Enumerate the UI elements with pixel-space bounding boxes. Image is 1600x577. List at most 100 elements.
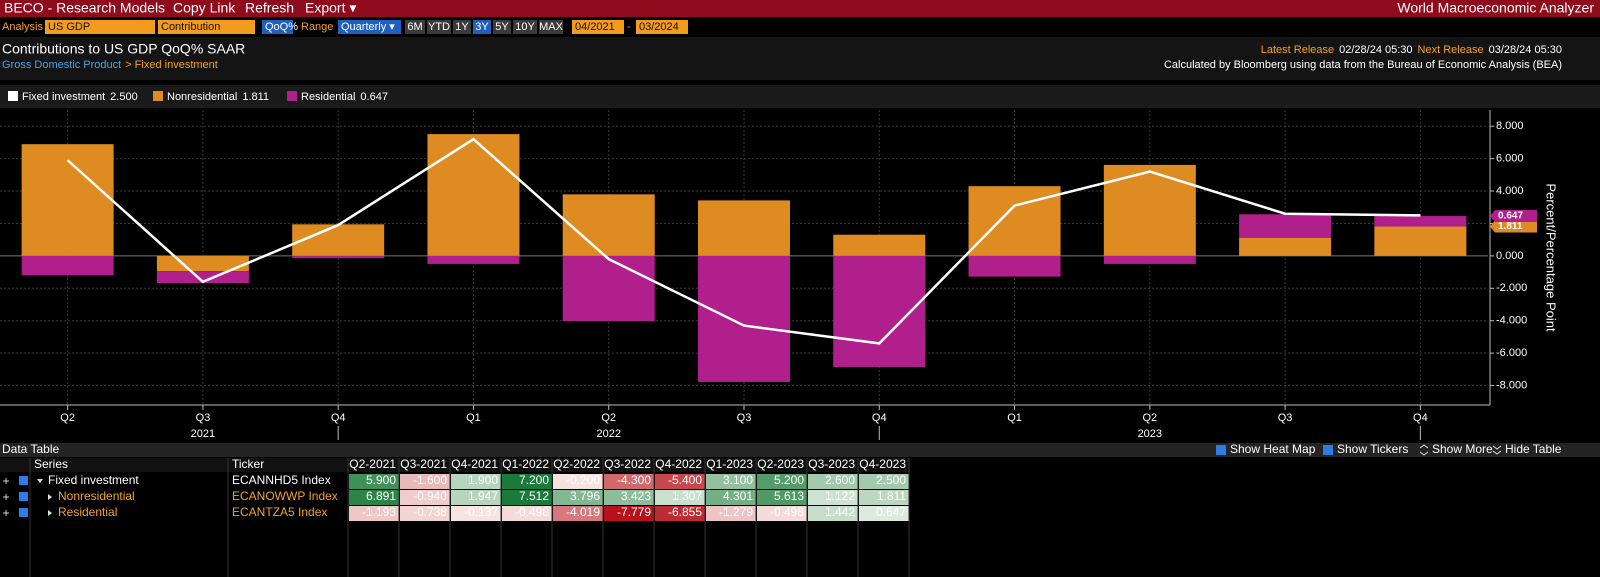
period-button[interactable]: [473, 20, 491, 34]
period-button[interactable]: [453, 20, 471, 34]
cell-value: -0.498: [515, 505, 549, 519]
cell-value: 3.423: [621, 489, 651, 503]
bar-segment: [156, 271, 249, 284]
cell-value: 0.647: [876, 505, 906, 519]
x-tick-label: Q4: [1413, 412, 1428, 424]
y-tick-label: 8.000: [1496, 120, 1524, 132]
legend-value: 2.500: [110, 91, 138, 103]
separator: -: [627, 21, 631, 33]
row-icon: [3, 494, 9, 500]
column-header: Q4-2022: [655, 457, 702, 471]
cell-value: 1.900: [468, 473, 498, 487]
expander[interactable]: [37, 479, 43, 483]
y-tick-label: -2.000: [1496, 282, 1527, 294]
cell-value: -0.200: [566, 473, 600, 487]
app-name[interactable]: BECO - Research Models: [4, 0, 165, 16]
header: [0, 37, 1600, 80]
option[interactable]: Hide Table: [1505, 442, 1562, 456]
cell-value: 4.301: [723, 489, 753, 503]
menu-item[interactable]: Copy Link: [173, 0, 236, 16]
crumb: > Fixed investment: [125, 59, 218, 71]
heat-cell: [451, 490, 501, 505]
legend-bar: [0, 85, 1600, 108]
y-axis-title: Percent/Percentage Point: [1544, 183, 1559, 332]
legend-name: Fixed investment: [22, 91, 105, 103]
checkbox[interactable]: [19, 492, 28, 501]
period-button[interactable]: [427, 20, 451, 34]
ticker: ECANOWWP Index: [232, 489, 338, 503]
period-label: 6M: [407, 21, 422, 33]
crumb[interactable]: Gross Domestic Product: [2, 59, 121, 71]
dropdown-value: US GDP: [48, 21, 90, 33]
heat-cell: [757, 506, 807, 521]
period-button[interactable]: [513, 20, 537, 34]
column-header: Q3-2022: [604, 457, 651, 471]
checkbox[interactable]: [1323, 445, 1333, 455]
cell-value: 3.100: [723, 473, 753, 487]
bar-segment: [427, 134, 520, 256]
y-tick-label: -4.000: [1496, 315, 1527, 327]
cell-value: -0.498: [770, 505, 804, 519]
x-tick-label: Q4: [331, 412, 346, 424]
button[interactable]: [262, 20, 293, 34]
option[interactable]: Show Tickers: [1337, 442, 1408, 456]
heat-cell: [706, 506, 756, 521]
period-label: 10Y: [515, 21, 535, 33]
heat-cell: [808, 474, 858, 489]
cell-value: 1.947: [468, 489, 498, 503]
cell-value: 5.613: [774, 489, 804, 503]
dropdown[interactable]: [338, 20, 401, 34]
heat-cell: [655, 490, 705, 505]
heat-cell: [502, 474, 552, 489]
date-value: 03/2024: [639, 21, 679, 33]
period-label: MAX: [539, 21, 564, 33]
heat-cell: [604, 490, 654, 505]
dropdown[interactable]: [158, 20, 255, 34]
heat-cell: [706, 490, 756, 505]
date-input[interactable]: [572, 20, 624, 34]
legend-swatch: [8, 91, 18, 101]
heat-cell: [502, 506, 552, 521]
expander[interactable]: [48, 510, 52, 516]
heat-cell: [859, 490, 909, 505]
title-bar: [0, 0, 1600, 17]
expander[interactable]: [48, 494, 52, 500]
date-input[interactable]: [636, 20, 688, 34]
dropdown-value: Quarterly ▾: [341, 21, 395, 33]
window-title: World Macroeconomic Analyzer: [1397, 0, 1594, 16]
bar-segment: [562, 194, 655, 256]
heat-cell: [808, 490, 858, 505]
legend-value: 1.811: [242, 91, 269, 103]
heat-cell: [400, 474, 450, 489]
label: Latest Release: [1261, 44, 1334, 56]
breadcrumb: Gross Domestic Product > Fixed investment: [2, 59, 218, 71]
checkbox[interactable]: [1216, 445, 1226, 455]
period-button[interactable]: [539, 20, 563, 34]
heat-cell: [349, 506, 399, 521]
y-tick-label: -6.000: [1496, 347, 1527, 359]
y-tick-label: 6.000: [1496, 153, 1524, 165]
checkbox[interactable]: [19, 476, 28, 485]
period-button[interactable]: [405, 20, 425, 34]
period-button[interactable]: [493, 20, 511, 34]
heat-cell: [400, 490, 450, 505]
date-value: 04/2021: [575, 21, 615, 33]
menu-item[interactable]: Refresh: [245, 0, 294, 16]
table-toolbar: [0, 443, 1600, 457]
icon: [1492, 445, 1502, 455]
menu-item[interactable]: Export ▾: [305, 0, 356, 16]
x-tick-label: Q3: [1278, 412, 1293, 424]
column-header: Q3-2021: [400, 457, 447, 471]
heat-cell: [451, 506, 501, 521]
cell-value: -0.738: [413, 505, 447, 519]
bar-segment: [1374, 226, 1467, 256]
heat-cell: [604, 506, 654, 521]
release-info: Latest Release 02/28/24 05:30 Next Release…: [1261, 44, 1562, 56]
year-label: 2023: [1138, 428, 1162, 440]
dropdown[interactable]: [45, 20, 155, 34]
column-header: Ticker: [232, 457, 264, 471]
ticker: ECANNHD5 Index: [232, 473, 331, 487]
checkbox[interactable]: [19, 508, 28, 517]
option[interactable]: Show Heat Map: [1230, 442, 1316, 456]
option[interactable]: Show More: [1432, 442, 1493, 456]
